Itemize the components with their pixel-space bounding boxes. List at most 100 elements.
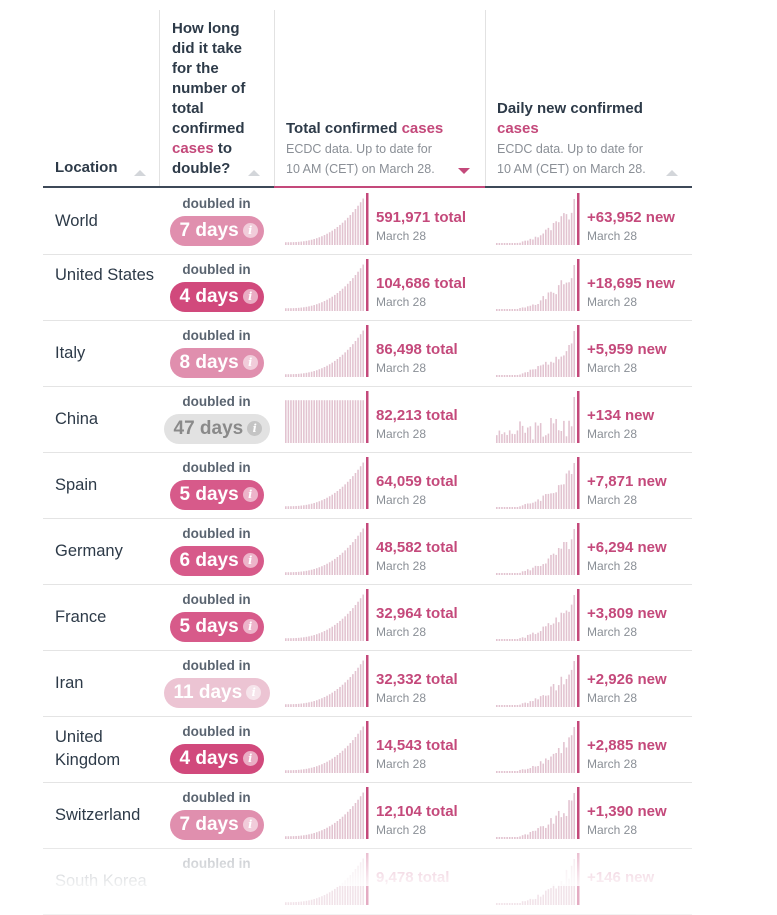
spark-bar <box>542 364 545 377</box>
sort-ascending-icon[interactable] <box>134 170 146 176</box>
spark-bar <box>334 888 336 905</box>
spark-bar <box>568 470 570 509</box>
doubled-in-label: doubled in <box>182 460 251 475</box>
spark-bar <box>362 726 364 773</box>
spark-bar <box>539 696 542 707</box>
spark-bar <box>344 400 346 443</box>
spark-bar <box>542 894 545 905</box>
info-icon[interactable]: i <box>242 751 258 766</box>
spark-bar <box>545 758 547 773</box>
spark-bar <box>542 695 545 707</box>
spark-bar <box>557 548 560 575</box>
daily-cases-value: +63,952 new <box>587 209 675 226</box>
doubling-days-pill[interactable]: 8 days i <box>169 348 264 378</box>
spark-bar <box>339 224 341 245</box>
table-row[interactable]: Iran doubled in 11 days i 32,332 total March … <box>43 650 692 717</box>
spark-bar <box>550 361 552 377</box>
info-icon[interactable]: i <box>247 421 263 436</box>
doubled-in-label: doubled in <box>182 328 251 343</box>
table-row[interactable]: United States doubled in 4 days i 104,686 to… <box>43 254 692 321</box>
table-row[interactable]: Italy doubled in 8 days i 86,498 total March … <box>43 320 692 387</box>
sort-descending-icon[interactable] <box>458 168 470 174</box>
doubling-days-pill[interactable]: 4 days i <box>169 744 264 774</box>
doubling-days-pill[interactable]: 6 days i <box>169 546 264 576</box>
daily-cases-date: March 28 <box>587 295 638 309</box>
spark-bar <box>516 573 519 575</box>
info-icon[interactable]: i <box>242 553 258 568</box>
total-cases-sparkline <box>285 391 369 443</box>
total-cases-date: March 28 <box>376 823 427 837</box>
table-row[interactable]: World doubled in 7 days i 591,971 total March… <box>43 188 692 255</box>
spark-bar <box>563 213 565 245</box>
spark-bar <box>516 242 519 245</box>
spark-bar <box>321 764 323 773</box>
spark-bar <box>506 639 508 641</box>
table-row[interactable]: Spain doubled in 5 days i 64,059 total March … <box>43 452 692 519</box>
spark-bar <box>511 433 514 443</box>
info-icon[interactable]: i <box>242 355 258 370</box>
spark-bar <box>357 733 359 773</box>
spark-bar <box>303 901 305 905</box>
column-header-location[interactable]: Location <box>43 10 159 188</box>
info-icon[interactable]: i <box>246 685 262 700</box>
table-row[interactable]: United Kingdom doubled in 4 days i 14,543 to… <box>43 716 692 783</box>
location-name: Iran <box>55 674 84 692</box>
doubling-days-pill[interactable]: 4 days i <box>169 282 264 312</box>
daily-cases-date: March 28 <box>587 625 638 639</box>
spark-bar <box>498 573 501 575</box>
doubling-days-pill[interactable]: 47 days i <box>163 414 270 444</box>
location-name: United Kingdom <box>55 728 121 769</box>
spark-bar <box>352 806 354 839</box>
spark-bar <box>508 309 511 311</box>
spark-bar <box>568 674 570 707</box>
spark-bar <box>529 570 532 575</box>
table-row[interactable]: China doubled in 47 days i 82,213 total March… <box>43 386 692 453</box>
spark-bar <box>519 506 521 509</box>
doubled-in-label: doubled in <box>182 526 251 541</box>
column-header-daily[interactable]: Daily new confirmed cases ECDC data. Up … <box>485 10 692 188</box>
doubling-days-pill[interactable]: 5 days i <box>169 612 264 642</box>
info-icon[interactable]: i <box>242 289 258 304</box>
spark-bar <box>570 735 573 773</box>
total-cases-sparkline <box>285 325 369 377</box>
column-header-total[interactable]: Total confirmed cases ECDC data. Up to d… <box>274 10 486 188</box>
daily-cases-sparkline <box>496 523 580 575</box>
spark-bar <box>496 771 498 773</box>
sort-ascending-icon[interactable] <box>666 170 678 176</box>
spark-bar <box>508 705 511 707</box>
spark-bar <box>359 202 362 245</box>
info-icon[interactable]: i <box>242 223 258 238</box>
table-row[interactable]: France doubled in 5 days i 32,964 total March… <box>43 584 692 651</box>
spark-bar <box>563 355 565 377</box>
spark-bar <box>526 900 529 905</box>
spark-bar <box>297 307 300 311</box>
doubling-days-pill[interactable]: 11 days i <box>163 678 270 708</box>
total-cases-date: March 28 <box>376 361 427 375</box>
spark-bar <box>300 637 303 641</box>
info-icon[interactable]: i <box>242 817 258 832</box>
info-icon[interactable]: i <box>242 487 258 502</box>
spark-bar <box>524 240 526 245</box>
spark-bar <box>308 504 310 509</box>
table-row[interactable]: Switzerland doubled in 7 days i 12,104 total… <box>43 782 692 849</box>
info-icon[interactable]: i <box>242 619 258 634</box>
total-cases-value: 86,498 total <box>376 341 458 358</box>
table-row[interactable]: Germany doubled in 6 days i 48,582 total Marc… <box>43 518 692 585</box>
spark-bar <box>308 306 310 311</box>
sort-ascending-icon[interactable] <box>248 170 260 176</box>
doubling-header-line: total <box>172 100 204 117</box>
total-cases-sparkline <box>285 721 369 773</box>
spark-bar <box>305 400 308 443</box>
doubling-days-pill[interactable]: 5 days i <box>169 480 264 510</box>
spark-bar <box>537 237 539 245</box>
source-line: ECDC data. Up to date for <box>497 142 643 156</box>
doubling-days-pill[interactable]: 7 days i <box>169 216 264 246</box>
spark-bar <box>514 837 516 839</box>
spark-bar <box>354 671 357 707</box>
column-header-doubling[interactable]: How long did it take for the number of t… <box>159 10 275 188</box>
spark-bar <box>496 435 498 443</box>
daily-cases-value: +5,959 new <box>587 341 667 358</box>
spark-bar <box>552 493 555 509</box>
doubling-days-pill[interactable]: 7 days i <box>169 810 264 840</box>
current-marker <box>366 721 369 773</box>
